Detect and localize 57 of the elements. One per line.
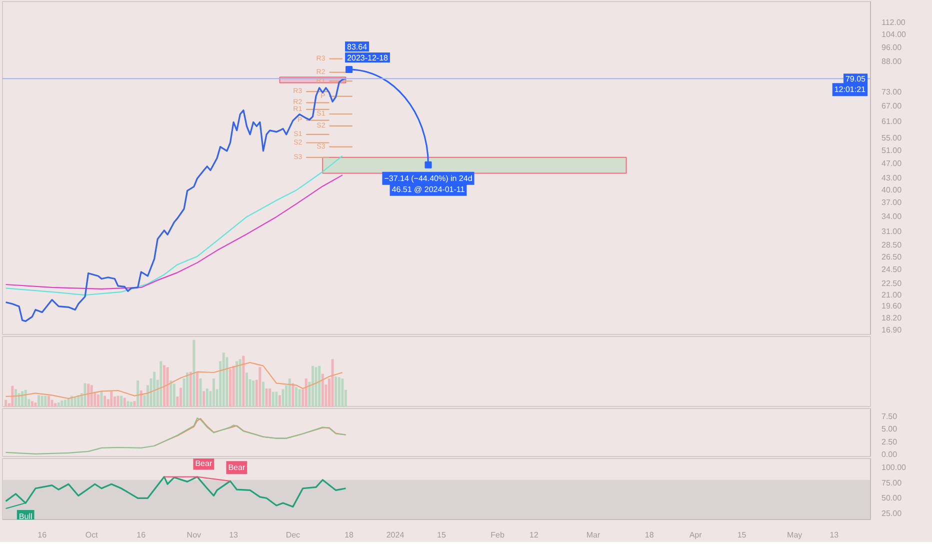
y-tick-label: 37.00 [882, 198, 902, 208]
x-tick-label: Nov [186, 530, 202, 540]
y-tick-label: 16.90 [882, 326, 902, 335]
y-tick-label: 18.20 [882, 314, 902, 323]
y-tick-label: 0.00 [882, 450, 898, 459]
y-tick-label: 22.50 [882, 279, 902, 288]
x-tick-label: 13 [830, 530, 840, 540]
ref-line-label: 79.05 [845, 74, 866, 84]
annotation: 46.51 @ 2024-01-11 [392, 184, 466, 194]
x-tick-label: 18 [644, 530, 654, 540]
y-tick-label: 5.00 [882, 424, 898, 434]
y-tick-label: 51.00 [882, 146, 902, 155]
y-tick-label: 61.00 [882, 116, 902, 126]
annotation: 83.64 [347, 42, 368, 52]
x-tick-label: 15 [737, 530, 747, 540]
y-tick-label: 28.50 [882, 240, 902, 250]
y-tick-label: 26.50 [882, 252, 902, 262]
y-tick-label: 100.00 [882, 463, 907, 472]
x-tick-label: 13 [229, 530, 239, 540]
x-tick-label: May [787, 530, 802, 540]
y-tick-label: 2.50 [882, 437, 898, 446]
y-tick-label: 75.00 [882, 478, 902, 488]
y-tick-label: 73.00 [882, 88, 902, 97]
y-tick-label: 19.60 [882, 302, 902, 310]
y-tick-label: 43.00 [882, 174, 902, 183]
y-tick-label: 25.00 [882, 508, 902, 518]
y-tick-label: 21.00 [882, 290, 902, 300]
y-tick-label: 47.00 [882, 159, 902, 168]
x-tick-label: Feb [490, 530, 505, 540]
y-tick-label: 34.00 [882, 212, 902, 221]
y-tick-label: 55.00 [882, 134, 902, 143]
x-tick-label: 16 [38, 530, 48, 540]
annotation: Bear [195, 458, 212, 468]
x-tick-label: 12 [529, 530, 539, 540]
y-tick-label: 7.50 [882, 412, 898, 422]
y-tick-label: 104.00 [882, 30, 907, 40]
x-tick-label: Oct [85, 530, 99, 540]
y-tick-label: 88.00 [882, 57, 902, 66]
y-tick-label: 112.00 [882, 18, 906, 27]
x-tick-label: 15 [437, 530, 446, 540]
x-tick-label: Mar [586, 530, 600, 540]
x-tick-label: Dec [286, 530, 300, 540]
annotation: Bull [18, 512, 32, 522]
y-tick-label: 67.00 [882, 102, 902, 111]
y-tick-label: 31.00 [882, 226, 902, 236]
y-tick-label: 24.50 [882, 265, 902, 274]
x-tick-label: 2024 [386, 530, 405, 540]
annotation: −37.14 (−44.40%) in 24d [384, 174, 472, 183]
annotation: 2023-12-18 [347, 53, 389, 62]
y-tick-label: 96.00 [882, 43, 902, 52]
annotation: 12:01:21 [834, 85, 866, 94]
y-tick-label: 50.00 [882, 494, 902, 503]
x-tick-label: 16 [136, 530, 146, 540]
x-tick-label: Apr [689, 530, 702, 540]
x-tick-label: 18 [344, 530, 354, 540]
annotation: Bear [228, 463, 246, 472]
y-tick-label: 40.00 [882, 185, 902, 194]
